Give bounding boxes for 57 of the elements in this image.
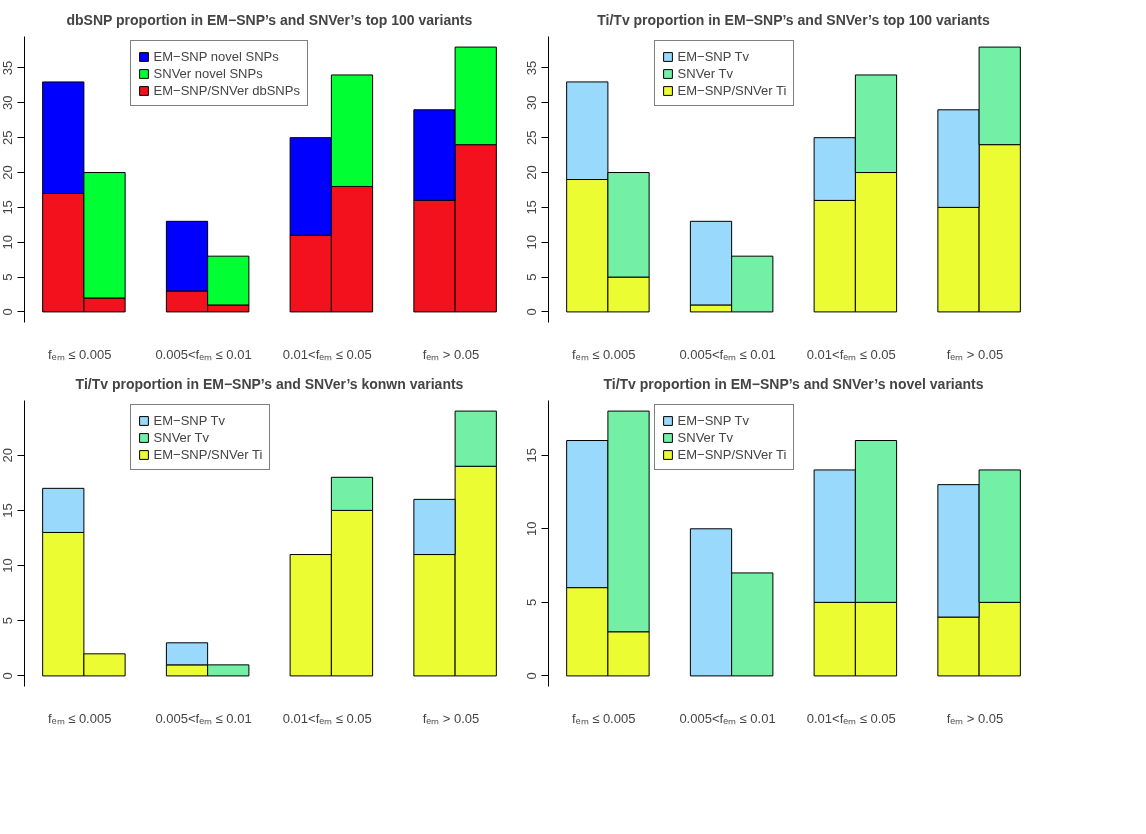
y-tick-label: 20 bbox=[524, 165, 540, 180]
y-tick-label: 5 bbox=[524, 598, 540, 606]
legend-label: EM−SNP Tv bbox=[677, 412, 749, 428]
y-tick-label: 0 bbox=[0, 672, 16, 680]
y-tick-label: 20 bbox=[0, 165, 16, 180]
legend-label: EM−SNP Tv bbox=[153, 412, 225, 428]
x-tick-label: 0.01<fₑₘ ≤ 0.05 bbox=[282, 346, 372, 362]
y-tick-label: 5 bbox=[524, 273, 540, 281]
y-tick-label: 25 bbox=[0, 130, 16, 145]
y-tick-label: 35 bbox=[524, 60, 540, 76]
y-tick-label: 35 bbox=[0, 60, 16, 76]
y-tick-label: 10 bbox=[524, 521, 540, 537]
legend-label: SNVer Tv bbox=[677, 65, 733, 81]
x-tick-label: 0.01<fₑₘ ≤ 0.05 bbox=[282, 710, 372, 726]
legend-label: EM−SNP/SNVer dbSNPs bbox=[153, 82, 300, 98]
x-tick-label: fₑₘ > 0.05 bbox=[422, 346, 480, 362]
x-tick-label: 0.005<fₑₘ ≤ 0.01 bbox=[679, 346, 776, 362]
legend-label: EM−SNP novel SNPs bbox=[153, 48, 279, 64]
y-tick-label: 15 bbox=[0, 503, 16, 518]
x-tick-label: 0.005<fₑₘ ≤ 0.01 bbox=[155, 710, 252, 726]
x-tick-label: fₑₘ ≤ 0.005 bbox=[572, 346, 636, 362]
y-tick-label: 0 bbox=[524, 308, 540, 316]
x-tick-label: 0.01<fₑₘ ≤ 0.05 bbox=[806, 710, 896, 726]
y-tick-label: 30 bbox=[0, 95, 16, 111]
chart-title: Ti/Tv proportion in EM−SNP’s and SNVer’s konwn variants bbox=[75, 375, 464, 392]
legend-label: SNVer Tv bbox=[677, 429, 733, 445]
chart-title: dbSNP proportion in EM−SNP’s and SNVer’s top 100 variants bbox=[66, 11, 473, 28]
legend-label: SNVer novel SNPs bbox=[153, 65, 263, 81]
x-tick-label: fₑₘ > 0.05 bbox=[946, 710, 1004, 726]
y-tick-label: 15 bbox=[524, 447, 540, 463]
y-tick-label: 5 bbox=[0, 273, 16, 281]
x-tick-label: fₑₘ ≤ 0.005 bbox=[48, 346, 112, 362]
x-tick-label: fₑₘ > 0.05 bbox=[946, 346, 1004, 362]
x-tick-label: 0.01<fₑₘ ≤ 0.05 bbox=[806, 346, 896, 362]
y-tick-label: 0 bbox=[0, 308, 16, 316]
legend-label: EM−SNP/SNVer Ti bbox=[677, 82, 787, 98]
legend-label: EM−SNP Tv bbox=[677, 48, 749, 64]
x-tick-label: 0.005<fₑₘ ≤ 0.01 bbox=[155, 346, 252, 362]
legend-label: EM−SNP/SNVer Ti bbox=[153, 446, 263, 462]
legend-label: SNVer Tv bbox=[153, 429, 209, 445]
x-tick-label: 0.005<fₑₘ ≤ 0.01 bbox=[679, 710, 776, 726]
y-tick-label: 10 bbox=[0, 558, 16, 573]
x-tick-label: fₑₘ ≤ 0.005 bbox=[48, 710, 112, 726]
y-tick-label: 15 bbox=[0, 200, 16, 215]
chart-title: Ti/Tv proportion in EM−SNP’s and SNVer’s novel variants bbox=[603, 375, 984, 392]
y-tick-label: 10 bbox=[524, 234, 540, 250]
y-tick-label: 25 bbox=[524, 130, 540, 145]
chart-title: Ti/Tv proportion in EM−SNP’s and SNVer’s top 100 variants bbox=[597, 11, 990, 28]
y-tick-label: 15 bbox=[524, 200, 540, 215]
legend-label: EM−SNP/SNVer Ti bbox=[677, 446, 787, 462]
y-tick-label: 5 bbox=[0, 617, 16, 625]
x-tick-label: fₑₘ > 0.05 bbox=[422, 710, 480, 726]
y-tick-label: 20 bbox=[0, 447, 16, 463]
y-tick-label: 30 bbox=[524, 95, 540, 111]
y-tick-label: 10 bbox=[0, 234, 16, 250]
x-tick-label: fₑₘ ≤ 0.005 bbox=[572, 710, 636, 726]
y-tick-label: 0 bbox=[524, 672, 540, 680]
